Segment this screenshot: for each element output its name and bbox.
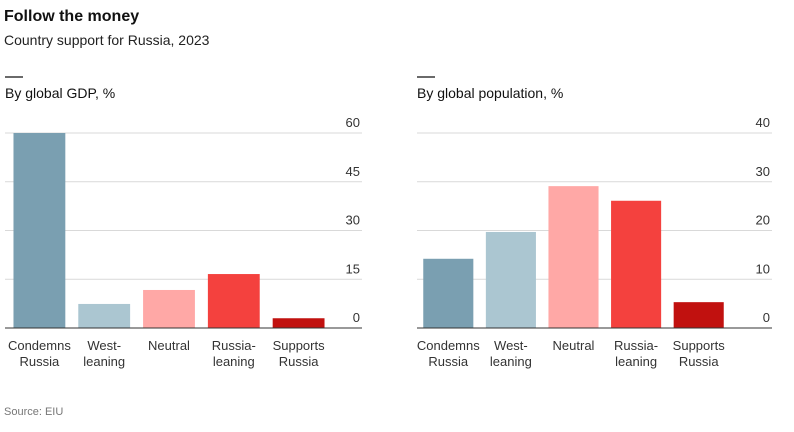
x-tick-label: Neutral — [148, 338, 190, 353]
x-tick-label: leaning — [213, 354, 255, 369]
y-tick-label: 40 — [756, 115, 770, 130]
x-tick-label: Russia- — [212, 338, 256, 353]
y-tick-label: 20 — [756, 213, 770, 228]
x-tick-label: West- — [494, 338, 528, 353]
x-tick-label: Russia — [279, 354, 320, 369]
bar — [207, 274, 260, 328]
subtitle: Country support for Russia, 2023 — [4, 32, 210, 48]
x-tick-label: Neutral — [553, 338, 595, 353]
bar — [78, 303, 131, 328]
x-tick-label: Russia — [428, 354, 469, 369]
x-tick-label: Russia — [679, 354, 720, 369]
y-tick-label: 0 — [353, 310, 360, 325]
y-tick-label: 10 — [756, 261, 770, 276]
x-tick-label: West- — [87, 338, 121, 353]
bar — [423, 258, 474, 328]
bar — [548, 186, 599, 328]
x-tick-label: Condemns — [417, 338, 480, 353]
bar — [485, 231, 536, 328]
x-tick-label: Russia- — [614, 338, 658, 353]
panel-title: By global GDP, % — [5, 85, 115, 101]
x-tick-label: leaning — [615, 354, 657, 369]
y-tick-label: 60 — [346, 115, 360, 130]
x-tick-label: Supports — [273, 338, 326, 353]
y-tick-label: 30 — [346, 213, 360, 228]
y-tick-label: 30 — [756, 164, 770, 179]
bar — [272, 318, 325, 328]
y-tick-label: 45 — [346, 164, 360, 179]
x-tick-label: Russia — [20, 354, 61, 369]
y-tick-label: 0 — [763, 310, 770, 325]
bar — [611, 200, 662, 328]
x-tick-label: leaning — [83, 354, 125, 369]
y-tick-label: 15 — [346, 261, 360, 276]
bar — [673, 302, 724, 328]
title: Follow the money — [4, 8, 139, 25]
source: Source: EIU — [4, 406, 63, 418]
x-tick-label: Condemns — [8, 338, 71, 353]
x-tick-label: Supports — [673, 338, 726, 353]
panel-title: By global population, % — [417, 85, 563, 101]
bar — [13, 133, 66, 328]
x-tick-label: leaning — [490, 354, 532, 369]
bar — [143, 289, 195, 328]
